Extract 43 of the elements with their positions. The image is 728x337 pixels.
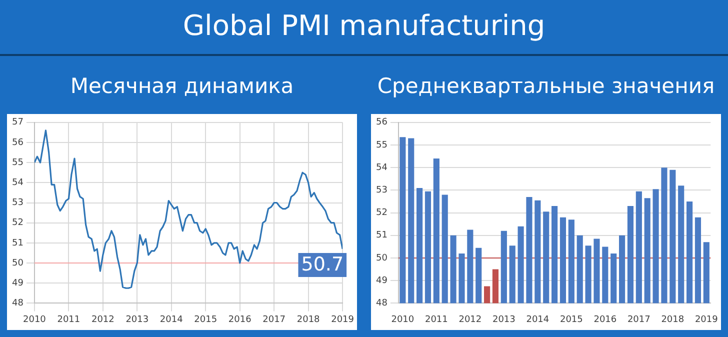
x-tick-label: 2017 <box>262 314 286 325</box>
x-tick-label: 2010 <box>23 314 46 325</box>
y-tick-label: 55 <box>12 158 24 168</box>
y-tick-label: 51 <box>12 238 24 248</box>
x-tick-label: 2019 <box>331 314 354 325</box>
y-tick-label: 54 <box>12 178 24 188</box>
x-tick-label: 2010 <box>391 314 414 325</box>
x-tick-label: 2012 <box>91 314 114 325</box>
y-tick-label: 51 <box>376 230 388 241</box>
chart-subtitle: Среднеквартальные значения <box>376 73 716 100</box>
chart-title: Global PMI manufacturing <box>0 0 728 56</box>
y-tick-label: 53 <box>12 198 24 208</box>
y-tick-label: 52 <box>376 208 388 218</box>
y-tick-label: 48 <box>376 298 388 309</box>
x-tick-label: 2018 <box>296 314 320 325</box>
x-tick-label: 2013 <box>492 314 516 325</box>
x-tick-label: 2015 <box>194 314 218 325</box>
y-tick-label: 53 <box>376 186 388 196</box>
x-tick-label: 2015 <box>560 314 583 325</box>
y-tick-label: 56 <box>12 138 24 148</box>
y-tick-label: 50 <box>12 258 24 268</box>
x-tick-label: 2014 <box>526 314 550 325</box>
y-tick-label: 57 <box>12 118 24 128</box>
y-tick-label: 49 <box>12 278 24 288</box>
x-tick-label: 2017 <box>627 314 650 325</box>
y-tick-label: 50 <box>376 253 388 264</box>
x-tick-label: 2016 <box>594 314 617 325</box>
y-tick-label: 54 <box>376 162 388 173</box>
y-tick-label: 48 <box>12 298 24 309</box>
x-tick-label: 2014 <box>160 314 184 325</box>
y-tick-label: 55 <box>376 140 388 150</box>
y-tick-label: 56 <box>376 118 388 128</box>
x-tick-label: 2011 <box>424 314 448 325</box>
x-tick-label: 2019 <box>694 314 718 325</box>
x-tick-label: 2011 <box>57 314 80 325</box>
x-tick-label: 2016 <box>228 314 252 325</box>
y-tick-label: 52 <box>12 218 24 228</box>
chart-subtitle: Месячная динамика <box>69 73 295 100</box>
x-tick-label: 2018 <box>661 314 684 325</box>
x-tick-label: 2012 <box>458 314 482 325</box>
annotation: 50.7 <box>301 253 344 276</box>
x-tick-label: 2013 <box>126 314 149 325</box>
y-tick-label: 49 <box>376 276 388 286</box>
